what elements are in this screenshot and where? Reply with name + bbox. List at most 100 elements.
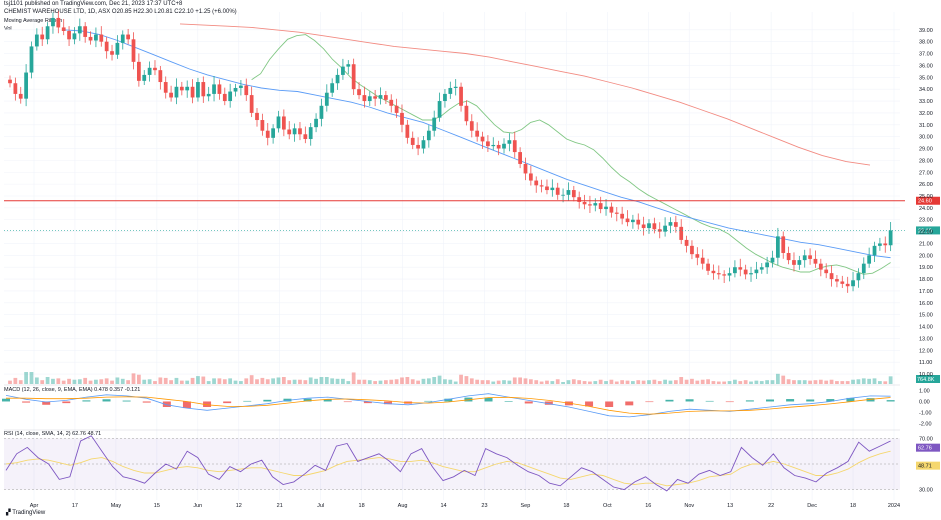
candle-body [298, 128, 302, 135]
resistance-tag-label: 24.60 [918, 199, 932, 205]
volume-bar [786, 379, 791, 384]
volume-bar [110, 380, 114, 384]
candle-body [448, 87, 453, 94]
candle-body [781, 236, 786, 253]
macd-histogram-bar [504, 401, 513, 402]
candle-body [281, 116, 286, 130]
rsi-value-tag [916, 443, 940, 452]
candle-body [308, 127, 313, 140]
candle-body [824, 269, 829, 274]
volume-bar [174, 377, 179, 384]
candle-body [18, 93, 23, 99]
macd-histogram-bar [806, 399, 815, 402]
candle-body [566, 190, 571, 195]
volume-bar [228, 378, 233, 384]
tradingview-brand-text: TradingView [12, 510, 46, 516]
volume-bar [222, 379, 227, 384]
volume-bar [201, 376, 206, 384]
candle-body [88, 36, 93, 41]
candle-body [818, 263, 823, 270]
volume-bar [480, 380, 485, 384]
candle-body [373, 96, 378, 99]
volume-legend[interactable]: Vol [4, 26, 12, 32]
candle-body [94, 34, 98, 41]
candle-body [835, 279, 839, 282]
candle-body [56, 17, 61, 28]
volume-bar [260, 377, 265, 384]
volume-bar [341, 378, 345, 384]
volume-bar [437, 375, 442, 384]
volume-bar [212, 378, 216, 384]
macd-histogram-bar [665, 399, 674, 402]
candle-body [577, 197, 582, 202]
time-tick-label: 13 [727, 503, 733, 509]
price-tick-label: 37.00 [919, 52, 933, 58]
candle-body [400, 112, 404, 125]
candle-body [539, 185, 544, 187]
rsi-legend[interactable]: RSI (14, close, SMA, 14, 2) 62.76 48.71 [4, 431, 102, 437]
candle-body [690, 245, 694, 255]
candle-body [228, 91, 233, 102]
candle-body [276, 116, 281, 129]
volume-bar [545, 380, 549, 384]
macd-signal-line [6, 396, 891, 415]
time-tick-label: 23 [481, 503, 487, 509]
candle-body [120, 34, 125, 43]
volume-bar [51, 378, 55, 384]
macd-histogram-bar [303, 398, 312, 402]
volume-bar [244, 378, 249, 384]
candle-body [765, 262, 770, 268]
time-axis: Apr 17 May 15 Jun 12 21 Jul 18 Aug 14 23 Sep 18 Oct 16 N… [30, 503, 900, 509]
volume-bar [443, 379, 447, 384]
tradingview-logo[interactable]: ▞ TradingView [6, 509, 45, 516]
macd-tick-label: 1.00 [919, 388, 930, 394]
volume-bar [346, 381, 351, 384]
volume-bar [797, 380, 802, 384]
volume-bar [555, 379, 560, 384]
volume-bar [706, 379, 710, 384]
volume-bar [233, 380, 238, 384]
macd-histogram-bar [122, 400, 131, 402]
candle-body [872, 245, 877, 256]
macd-histogram-bar [323, 399, 332, 402]
volume-bar [8, 380, 12, 384]
candle-body [233, 87, 238, 92]
volume-bar [813, 380, 818, 384]
candle-body [469, 121, 474, 131]
macd-histogram-bar [786, 399, 795, 402]
rsi-sma-tag-label: 48.71 [918, 464, 932, 470]
candle-body [40, 34, 45, 40]
candle-body [346, 64, 351, 67]
candle-body [126, 34, 131, 40]
macd-histogram-bar [162, 401, 171, 407]
volume-bar [582, 381, 587, 384]
macd-tick-label: 0.00 [919, 399, 930, 405]
volume-bar [357, 379, 361, 384]
price-tick-label: 13.00 [919, 336, 933, 342]
macd-tick-label: -1.00 [919, 411, 932, 417]
volume-bar [631, 381, 635, 384]
volume-bar [878, 381, 882, 384]
candle-body [486, 141, 490, 147]
candle-body [51, 17, 55, 27]
price-tick-label: 24.00 [919, 206, 933, 212]
macd-legend[interactable]: MACD (12, 26, close, 9, EMA, EMA) 0.478 … [4, 387, 141, 393]
candle-body [222, 93, 227, 102]
candle-body [72, 33, 77, 40]
candle-body [244, 85, 249, 96]
ma-ribbon-legend[interactable]: Moving Average Ribbon [4, 18, 63, 24]
ohlc-legend[interactable]: CHEMIST WAREHOUSE LTD, 1D, ASX O20.85 H2… [4, 9, 237, 15]
volume-bar [647, 380, 651, 384]
candle-body [738, 267, 743, 270]
macd-histogram-bar [62, 401, 71, 404]
candle-body [496, 144, 501, 149]
price-tick-label: 39.00 [919, 28, 933, 34]
volume-bar [840, 381, 845, 384]
volume-bar [400, 377, 404, 384]
volume-bar [469, 378, 474, 384]
macd-histogram-bar [765, 399, 774, 402]
volume-bar [829, 379, 834, 384]
candle-body [464, 105, 469, 122]
